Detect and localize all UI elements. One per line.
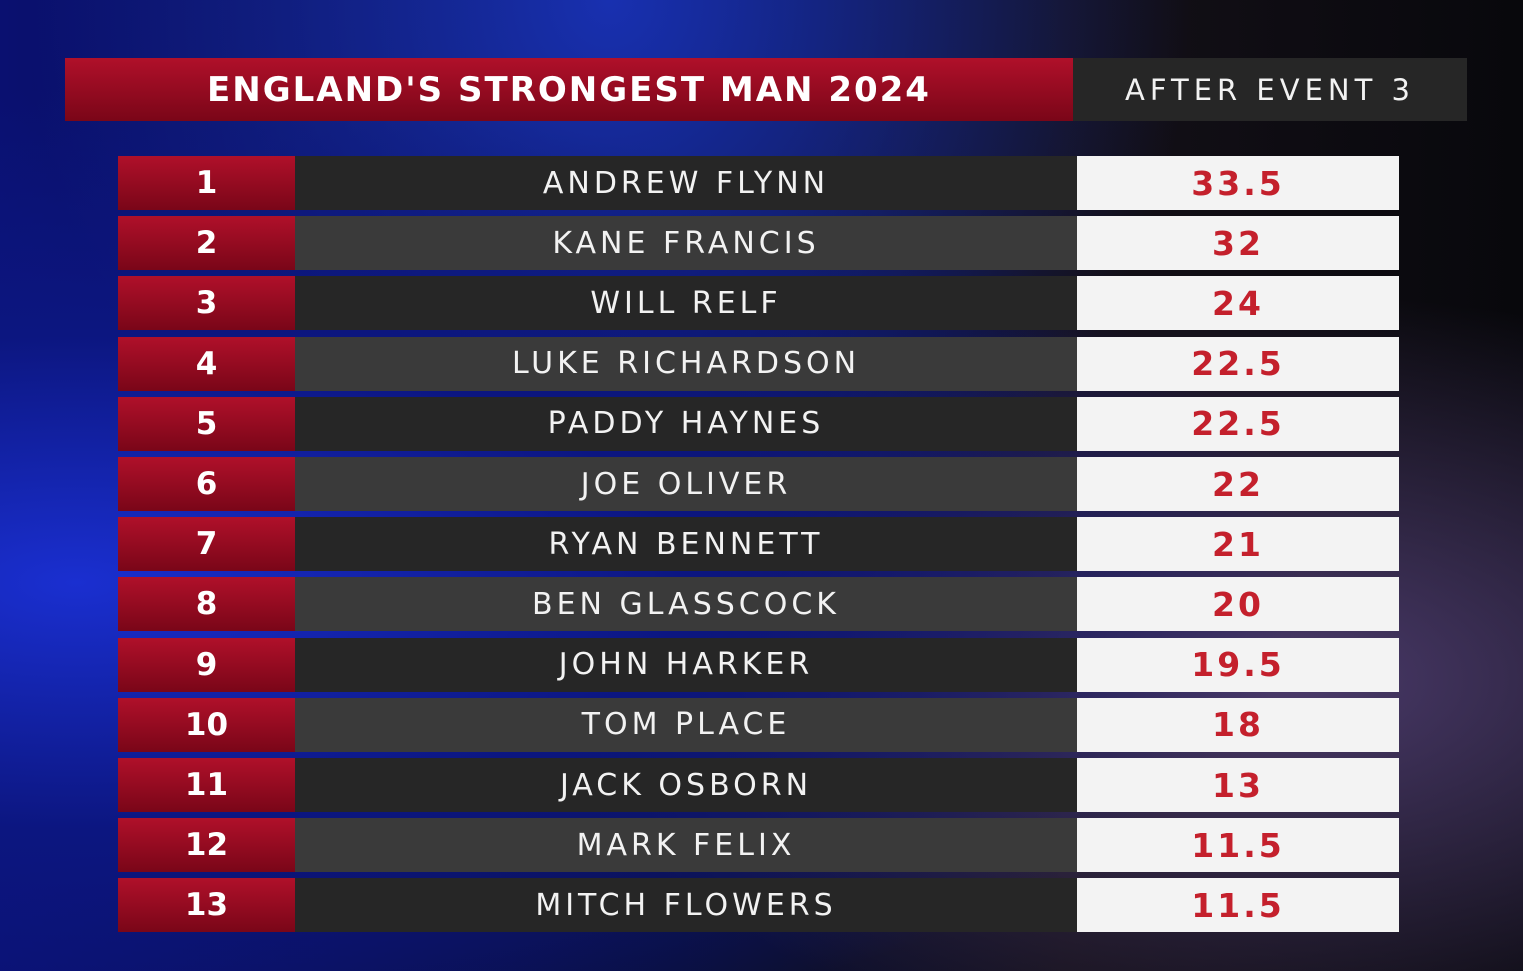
points-cell: 11.5 — [1077, 818, 1399, 873]
rank-cell: 12 — [118, 818, 295, 873]
name-cell: WILL RELF — [295, 276, 1077, 331]
leaderboard-subtitle: AFTER EVENT 3 — [1073, 58, 1467, 121]
name-cell: JOHN HARKER — [295, 637, 1077, 692]
points-cell: 18 — [1077, 697, 1399, 752]
points-cell: 20 — [1077, 577, 1399, 632]
name-cell: BEN GLASSCOCK — [295, 577, 1077, 632]
name-cell: PADDY HAYNES — [295, 396, 1077, 451]
rank-cell: 10 — [118, 697, 295, 752]
points-cell: 22.5 — [1077, 396, 1399, 451]
table-row: 3 WILL RELF 24 — [118, 276, 1399, 331]
rank-cell: 5 — [118, 396, 295, 451]
table-row: 13 MITCH FLOWERS 11.5 — [118, 878, 1399, 933]
points-cell: 24 — [1077, 276, 1399, 331]
rank-cell: 3 — [118, 276, 295, 331]
name-cell: JOE OLIVER — [295, 457, 1077, 511]
rank-cell: 4 — [118, 336, 295, 391]
table-row: 10 TOM PLACE 18 — [118, 697, 1399, 752]
leaderboard-title: ENGLAND'S STRONGEST MAN 2024 — [65, 58, 1073, 121]
rank-cell: 1 — [118, 156, 295, 210]
points-cell: 32 — [1077, 216, 1399, 271]
table-row: 11 JACK OSBORN 13 — [118, 758, 1399, 812]
name-cell: MITCH FLOWERS — [295, 878, 1077, 933]
points-cell: 19.5 — [1077, 637, 1399, 692]
rank-cell: 7 — [118, 517, 295, 572]
table-row: 5 PADDY HAYNES 22.5 — [118, 396, 1399, 451]
table-row: 4 LUKE RICHARDSON 22.5 — [118, 336, 1399, 391]
name-cell: KANE FRANCIS — [295, 216, 1077, 271]
table-row: 8 BEN GLASSCOCK 20 — [118, 577, 1399, 632]
points-cell: 22.5 — [1077, 336, 1399, 391]
table-row: 6 JOE OLIVER 22 — [118, 457, 1399, 511]
table-row: 9 JOHN HARKER 19.5 — [118, 637, 1399, 692]
points-cell: 22 — [1077, 457, 1399, 511]
table-row: 12 MARK FELIX 11.5 — [118, 818, 1399, 873]
rank-cell: 8 — [118, 577, 295, 632]
points-cell: 13 — [1077, 758, 1399, 812]
name-cell: RYAN BENNETT — [295, 517, 1077, 572]
table-row: 7 RYAN BENNETT 21 — [118, 517, 1399, 572]
points-cell: 33.5 — [1077, 156, 1399, 210]
rank-cell: 6 — [118, 457, 295, 511]
rank-cell: 2 — [118, 216, 295, 271]
points-cell: 21 — [1077, 517, 1399, 572]
rank-cell: 13 — [118, 878, 295, 933]
points-cell: 11.5 — [1077, 878, 1399, 933]
name-cell: JACK OSBORN — [295, 758, 1077, 812]
table-row: 2 KANE FRANCIS 32 — [118, 216, 1399, 271]
rank-cell: 9 — [118, 637, 295, 692]
name-cell: MARK FELIX — [295, 818, 1077, 873]
name-cell: ANDREW FLYNN — [295, 156, 1077, 210]
table-row: 1 ANDREW FLYNN 33.5 — [118, 156, 1399, 210]
rank-cell: 11 — [118, 758, 295, 812]
name-cell: LUKE RICHARDSON — [295, 336, 1077, 391]
name-cell: TOM PLACE — [295, 697, 1077, 752]
